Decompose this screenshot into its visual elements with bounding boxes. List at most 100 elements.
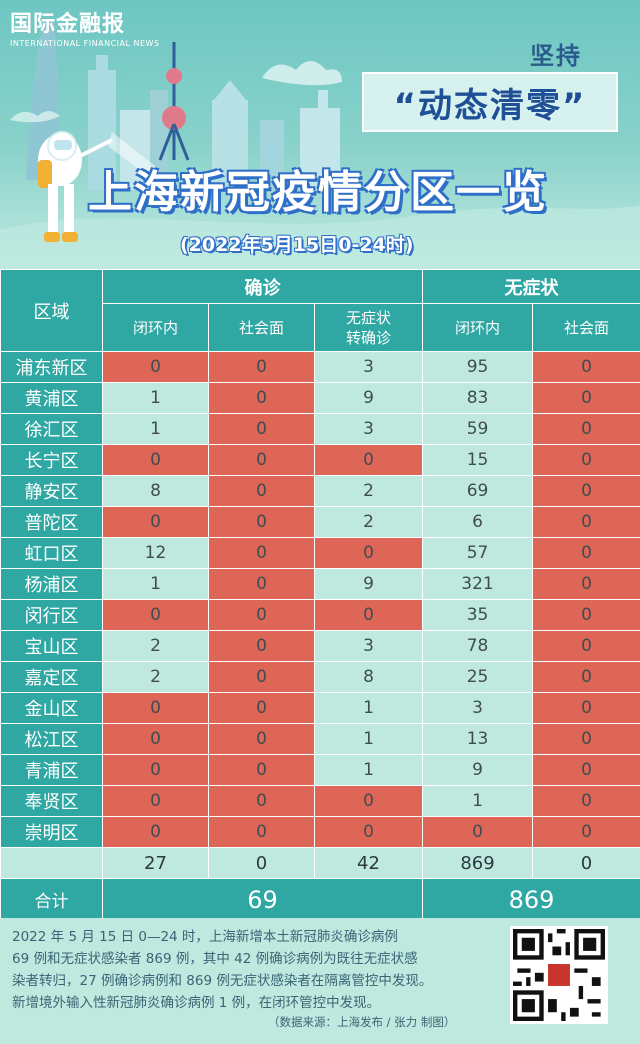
district-name: 长宁区 [0,444,103,476]
cell-confirmed-community: 0 [208,444,315,476]
cell-confirmed-community: 0 [208,630,315,662]
disinfection-worker-illustration [38,131,160,242]
page-title: 上海新冠疫情分区一览 [88,167,548,218]
district-name: 杨浦区 [0,568,103,600]
logo-sub-text: INTERNATIONAL FINANCIAL NEWS [10,39,160,48]
footer-line-3: 染者转归，27 例确诊病例和 869 例无症状感染者在隔离管控中发现。 [12,973,433,989]
district-name: 徐汇区 [0,413,103,445]
date-subtitle: (2022年5月15日0-24时) [180,234,414,256]
table-row: 崇明区 0 0 0 0 0 [0,816,640,848]
subheader-closed-loop: 闭环内 [102,303,209,352]
total-confirmed-closed-loop: 27 [102,847,209,879]
cell-converted: 1 [313,723,424,755]
cell-converted: 3 [313,413,424,445]
footer-line-1: 2022 年 5 月 15 日 0—24 时，上海新增本土新冠肺炎确诊病例 [12,929,398,945]
cell-asym-community: 0 [532,351,640,383]
cell-converted: 1 [313,692,424,724]
cell-asym-community: 0 [532,382,640,414]
district-name: 闵行区 [0,599,103,631]
group-header-asymptomatic: 无症状 [422,269,640,304]
totals-row: 27 0 42 869 0 [0,847,640,879]
total-asym-closed-loop: 869 [422,847,534,879]
subheader-community: 社会面 [208,303,315,352]
table-row: 松江区 0 0 1 13 0 [0,723,640,755]
cell-confirmed-community: 0 [208,661,315,693]
cell-confirmed-community: 0 [208,816,315,848]
cell-converted: 8 [313,661,424,693]
cell-asym-community: 0 [532,754,640,786]
cell-asym-closed-loop: 15 [422,444,534,476]
table-row: 嘉定区 2 0 8 25 0 [0,661,640,693]
cell-confirmed-closed-loop: 0 [102,506,209,538]
cell-converted: 9 [313,568,424,600]
cell-converted: 2 [313,506,424,538]
sum-label: 合计 [0,878,103,921]
cell-asym-community: 0 [532,599,640,631]
cell-confirmed-community: 0 [208,785,315,817]
table-row: 徐汇区 1 0 3 59 0 [0,413,640,445]
cell-asym-closed-loop: 6 [422,506,534,538]
cell-asym-community: 0 [532,413,640,445]
total-converted: 42 [313,847,424,879]
district-name: 普陀区 [0,506,103,538]
sum-asymptomatic: 869 [422,878,640,921]
cell-asym-community: 0 [532,692,640,724]
cell-converted: 3 [313,630,424,662]
qr-code [510,926,608,1024]
cell-confirmed-closed-loop: 1 [102,382,209,414]
cell-confirmed-community: 0 [208,754,315,786]
cell-confirmed-closed-loop: 1 [102,568,209,600]
group-header-confirmed: 确诊 [101,269,424,304]
district-name: 静安区 [0,475,103,507]
cell-confirmed-community: 0 [208,413,315,445]
cell-asym-closed-loop: 57 [422,537,534,569]
table-row: 宝山区 2 0 3 78 0 [0,630,640,662]
cell-asym-closed-loop: 95 [422,351,534,383]
subheader-asym-community: 社会面 [532,303,640,352]
district-name: 奉贤区 [0,785,103,817]
cell-asym-community: 0 [532,568,640,600]
cell-asym-closed-loop: 1 [422,785,534,817]
cell-asym-community: 0 [532,444,640,476]
table-row: 青浦区 0 0 1 9 0 [0,754,640,786]
footer-notes: 2022 年 5 月 15 日 0—24 时，上海新增本土新冠肺炎确诊病例 69… [12,926,502,1014]
district-name: 虹口区 [0,537,103,569]
cell-asym-closed-loop: 69 [422,475,534,507]
cell-asym-community: 0 [532,816,640,848]
cell-confirmed-community: 0 [208,537,315,569]
cell-asym-closed-loop: 13 [422,723,534,755]
cell-converted: 0 [313,785,424,817]
data-source: （数据来源：上海发布 / 张力 制图） [268,1015,456,1029]
cell-confirmed-community: 0 [208,382,315,414]
cell-confirmed-closed-loop: 0 [102,599,209,631]
cell-converted: 0 [313,537,424,569]
cell-confirmed-community: 0 [208,599,315,631]
table-row: 普陀区 0 0 2 6 0 [0,506,640,538]
footer-line-2: 69 例和无症状感染者 869 例，其中 42 例确诊病例为既往无症状感 [12,951,418,967]
column-header-district: 区域 [0,269,103,352]
cell-confirmed-closed-loop: 1 [102,413,209,445]
cell-asym-closed-loop: 321 [422,568,534,600]
table-row: 浦东新区 0 0 3 95 0 [0,351,640,383]
cell-confirmed-community: 0 [208,568,315,600]
cell-asym-community: 0 [532,506,640,538]
sum-row: 合计 69 869 [0,878,640,921]
cell-converted: 2 [313,475,424,507]
cell-asym-community: 0 [532,661,640,693]
table-row: 奉贤区 0 0 0 1 0 [0,785,640,817]
total-asym-community: 0 [532,847,640,879]
subheader-asym-closed-loop: 闭环内 [422,303,534,352]
district-name: 浦东新区 [0,351,103,383]
cell-converted: 0 [313,599,424,631]
city-skyline-illustration [0,20,640,268]
cell-confirmed-community: 0 [208,351,315,383]
cell-confirmed-closed-loop: 2 [102,661,209,693]
sum-confirmed: 69 [101,878,424,921]
district-stats-table: 区域 确诊 无症状 闭环内 社会面 无症状 转确诊 闭环内 社会面 浦东新区 0 0… [0,269,640,921]
cell-asym-community: 0 [532,723,640,755]
cell-confirmed-closed-loop: 0 [102,785,209,817]
cell-converted: 9 [313,382,424,414]
table-row: 静安区 8 0 2 69 0 [0,475,640,507]
district-name: 青浦区 [0,754,103,786]
